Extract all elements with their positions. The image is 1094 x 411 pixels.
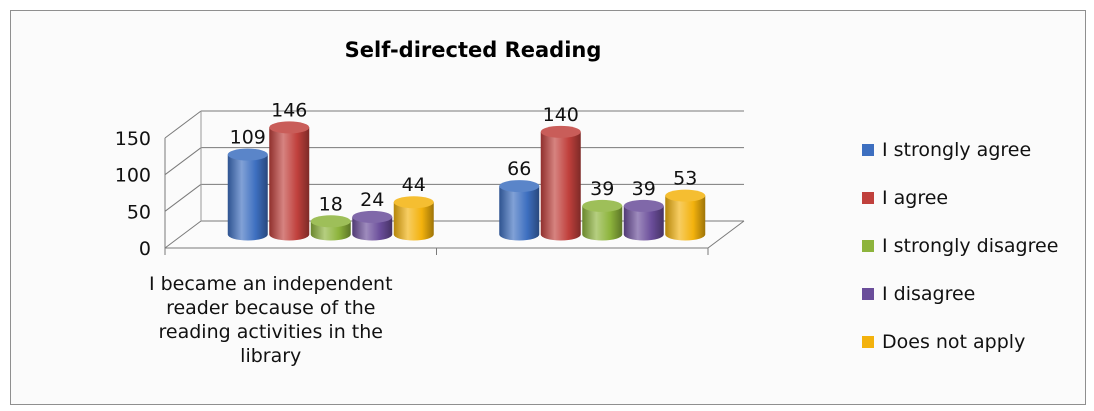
category-label: I became an independent bbox=[149, 273, 393, 295]
y-axis-ticks: 0 50 100 150 bbox=[115, 128, 151, 260]
bar-top bbox=[499, 180, 540, 193]
bars bbox=[227, 121, 706, 241]
bar bbox=[623, 199, 664, 241]
data-label: 44 bbox=[402, 174, 426, 196]
legend-swatch bbox=[862, 288, 874, 300]
bar-body bbox=[540, 131, 581, 241]
bar bbox=[582, 199, 623, 241]
bar bbox=[269, 121, 310, 241]
data-label: 39 bbox=[632, 178, 656, 200]
y-tick-label: 100 bbox=[115, 165, 151, 187]
bar-body bbox=[393, 202, 434, 241]
bar bbox=[310, 215, 351, 241]
gridline-side bbox=[164, 110, 202, 139]
bar bbox=[227, 148, 268, 241]
bar-top bbox=[269, 121, 310, 134]
bar-body bbox=[582, 205, 623, 241]
category-label: library bbox=[240, 345, 301, 367]
bar-top bbox=[227, 148, 268, 161]
y-tick-label: 150 bbox=[115, 128, 151, 150]
bar bbox=[540, 125, 581, 241]
data-label: 140 bbox=[543, 104, 579, 126]
y-tick-label: 0 bbox=[139, 238, 151, 260]
bar-top bbox=[623, 199, 664, 212]
data-label: 66 bbox=[507, 158, 531, 180]
bar-body bbox=[665, 195, 706, 241]
legend: I strongly agree I agree I strongly disagr… bbox=[862, 139, 1058, 353]
data-label: 146 bbox=[271, 99, 307, 121]
data-label: 109 bbox=[230, 127, 266, 149]
bar-top bbox=[352, 210, 393, 223]
category-label: reading activities in the bbox=[159, 321, 383, 343]
legend-label: I strongly disagree bbox=[882, 235, 1058, 257]
legend-label: I agree bbox=[882, 187, 948, 209]
gridline-side bbox=[164, 220, 202, 249]
legend-swatch bbox=[862, 240, 874, 252]
data-label: 39 bbox=[590, 178, 614, 200]
legend-label: I disagree bbox=[882, 283, 975, 305]
bar-top bbox=[582, 199, 623, 212]
chart-title: Self-directed Reading bbox=[345, 38, 602, 62]
bar-top bbox=[665, 189, 706, 202]
bar-top bbox=[540, 125, 581, 138]
data-label: 53 bbox=[673, 168, 697, 190]
bar bbox=[665, 189, 706, 241]
legend-label: Does not apply bbox=[882, 331, 1025, 353]
bar-body bbox=[499, 186, 540, 241]
bar-top bbox=[310, 215, 351, 228]
category-label: reader because of the bbox=[166, 297, 375, 319]
bar-body bbox=[227, 154, 268, 241]
data-label: 24 bbox=[360, 189, 384, 211]
legend-label: I strongly agree bbox=[882, 139, 1031, 161]
floor-right-edge bbox=[707, 220, 745, 249]
bar-top bbox=[393, 196, 434, 209]
gridline-side bbox=[164, 147, 202, 176]
data-label: 18 bbox=[319, 193, 343, 215]
bar bbox=[393, 196, 434, 241]
axes bbox=[164, 111, 745, 255]
bar bbox=[499, 180, 540, 241]
bar-body bbox=[623, 205, 664, 241]
bar-body bbox=[352, 216, 393, 241]
legend-swatch bbox=[862, 144, 874, 156]
bar bbox=[352, 210, 393, 241]
y-tick-label: 50 bbox=[127, 201, 151, 223]
legend-swatch bbox=[862, 336, 874, 348]
legend-swatch bbox=[862, 192, 874, 204]
gridline-side bbox=[164, 183, 202, 212]
bar-body bbox=[269, 127, 310, 241]
